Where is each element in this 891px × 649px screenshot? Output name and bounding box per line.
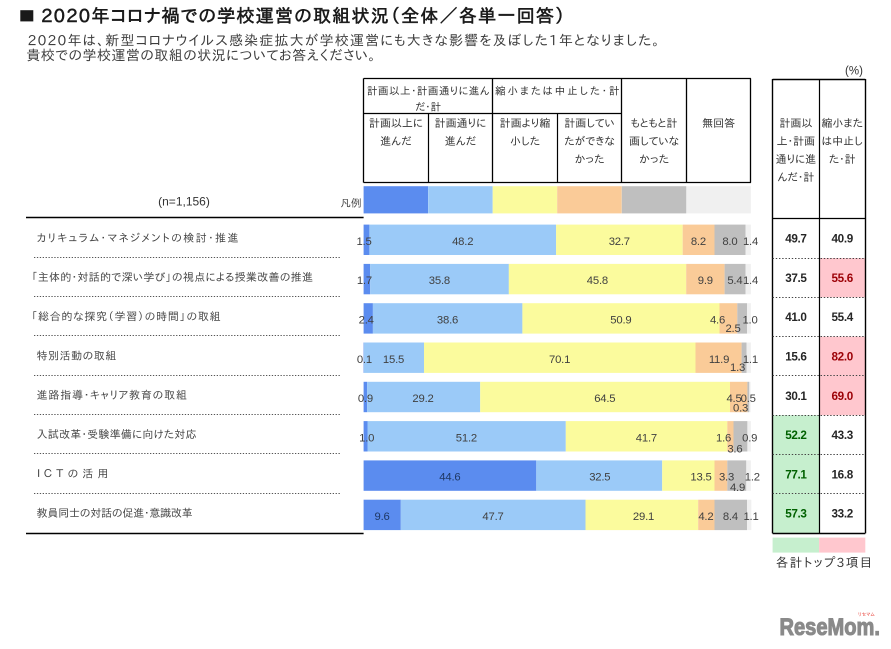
svg-text:1.1: 1.1 bbox=[743, 354, 758, 366]
svg-text:47.7: 47.7 bbox=[482, 511, 503, 523]
svg-text:1.1: 1.1 bbox=[743, 511, 758, 523]
svg-text:0.5: 0.5 bbox=[741, 393, 756, 405]
svg-text:45.8: 45.8 bbox=[587, 275, 608, 287]
svg-text:4.6: 4.6 bbox=[710, 315, 725, 327]
svg-text:40.9: 40.9 bbox=[832, 233, 854, 246]
svg-text:41.0: 41.0 bbox=[785, 311, 807, 324]
svg-text:29.2: 29.2 bbox=[412, 393, 433, 405]
svg-text:0.9: 0.9 bbox=[742, 432, 757, 444]
svg-text:1.7: 1.7 bbox=[357, 275, 372, 287]
svg-text:32.7: 32.7 bbox=[609, 236, 630, 248]
svg-text:2.5: 2.5 bbox=[725, 323, 740, 335]
svg-text:3.6: 3.6 bbox=[727, 443, 742, 455]
svg-text:9.6: 9.6 bbox=[375, 511, 390, 523]
svg-text:8.0: 8.0 bbox=[722, 236, 737, 248]
svg-text:38.6: 38.6 bbox=[437, 315, 458, 327]
svg-text:8.2: 8.2 bbox=[691, 236, 706, 248]
svg-text:55.4: 55.4 bbox=[832, 311, 854, 324]
svg-text:4.2: 4.2 bbox=[698, 511, 713, 523]
svg-text:70.1: 70.1 bbox=[549, 354, 570, 366]
svg-text:69.0: 69.0 bbox=[832, 390, 854, 403]
svg-text:13.5: 13.5 bbox=[690, 472, 711, 484]
svg-text:1.4: 1.4 bbox=[743, 236, 758, 248]
svg-text:5.4: 5.4 bbox=[727, 275, 742, 287]
svg-text:50.9: 50.9 bbox=[610, 315, 631, 327]
svg-text:43.3: 43.3 bbox=[832, 429, 854, 442]
svg-text:1.3: 1.3 bbox=[730, 362, 745, 374]
svg-text:82.0: 82.0 bbox=[832, 351, 854, 364]
svg-text:1.4: 1.4 bbox=[743, 275, 758, 287]
svg-text:1.5: 1.5 bbox=[356, 236, 371, 248]
svg-text:3.3: 3.3 bbox=[719, 472, 734, 484]
svg-text:ReseMom.: ReseMom. bbox=[780, 613, 880, 640]
svg-text:51.2: 51.2 bbox=[456, 432, 477, 444]
svg-text:9.9: 9.9 bbox=[698, 275, 713, 287]
svg-text:64.5: 64.5 bbox=[594, 393, 615, 405]
svg-text:57.3: 57.3 bbox=[785, 508, 807, 521]
svg-text:35.8: 35.8 bbox=[429, 275, 450, 287]
svg-text:52.2: 52.2 bbox=[785, 429, 807, 442]
svg-text:41.7: 41.7 bbox=[636, 432, 657, 444]
svg-text:15.6: 15.6 bbox=[785, 351, 807, 364]
svg-text:55.6: 55.6 bbox=[832, 272, 854, 285]
svg-text:1.6: 1.6 bbox=[716, 432, 731, 444]
svg-text:77.1: 77.1 bbox=[785, 468, 807, 481]
svg-text:16.8: 16.8 bbox=[832, 468, 854, 481]
svg-text:0.9: 0.9 bbox=[358, 393, 373, 405]
svg-text:11.9: 11.9 bbox=[709, 354, 729, 366]
svg-text:4.5: 4.5 bbox=[726, 393, 741, 405]
svg-text:1.0: 1.0 bbox=[742, 315, 757, 327]
svg-text:0.1: 0.1 bbox=[357, 354, 372, 366]
svg-text:15.5: 15.5 bbox=[383, 354, 404, 366]
svg-text:44.6: 44.6 bbox=[439, 472, 460, 484]
svg-text:30.1: 30.1 bbox=[785, 390, 807, 403]
svg-text:(%): (%) bbox=[845, 65, 863, 77]
svg-text:1.0: 1.0 bbox=[359, 432, 374, 444]
svg-text:49.7: 49.7 bbox=[785, 233, 806, 246]
svg-text:29.1: 29.1 bbox=[633, 511, 654, 523]
svg-text:0.3: 0.3 bbox=[733, 403, 748, 415]
svg-text:2.4: 2.4 bbox=[359, 315, 374, 327]
svg-text:8.4: 8.4 bbox=[723, 511, 738, 523]
svg-text:37.5: 37.5 bbox=[785, 272, 807, 285]
svg-text:33.2: 33.2 bbox=[832, 508, 854, 521]
svg-text:1.2: 1.2 bbox=[745, 472, 760, 484]
svg-text:32.5: 32.5 bbox=[589, 472, 610, 484]
svg-text:48.2: 48.2 bbox=[452, 236, 473, 248]
svg-text:(n=1,156): (n=1,156) bbox=[158, 194, 210, 208]
svg-text:4.9: 4.9 bbox=[730, 482, 745, 494]
